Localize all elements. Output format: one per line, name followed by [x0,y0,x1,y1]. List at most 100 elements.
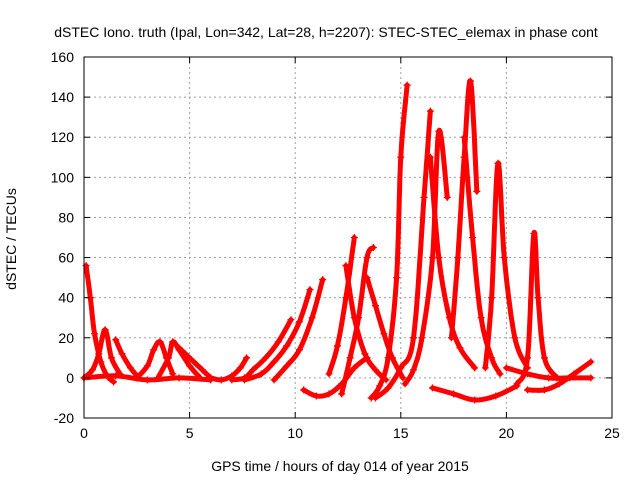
series-24 [513,229,561,388]
axis-ticks: 0 5 10 15 20 25 -20 0 20 40 60 80 100 120 140 160 [51,49,620,441]
data-point [350,234,358,241]
data-point [350,314,358,322]
data-point [91,330,99,338]
plot-area [83,56,613,419]
data-point [312,392,320,400]
data-point [169,338,177,346]
y-tick-label: 80 [58,209,74,225]
data-point [371,366,379,374]
data-point [295,318,303,326]
data-point [186,362,194,370]
data-point [401,380,409,388]
series-line [449,78,480,341]
data-point [545,374,553,382]
data-point [283,362,291,370]
data-point [426,107,434,115]
data-point [249,366,257,374]
data-point [492,392,500,400]
data-point [257,370,265,378]
series-line [326,235,357,377]
data-point [164,354,172,362]
data-point [399,374,407,382]
data-point [376,382,384,390]
data-point [236,364,244,372]
series-21 [460,133,504,378]
data-point [502,364,510,372]
data-point [524,354,532,362]
data-point [403,81,411,89]
series-line [301,355,370,399]
data-point [175,344,183,352]
series-25 [524,358,595,394]
x-tick-label: 10 [287,425,303,441]
data-point [228,376,236,384]
data-point [471,396,479,404]
series-22 [428,382,521,404]
y-tick-label: 160 [51,49,75,65]
x-axis-label: GPS time / hours of day 014 of year 2015 [211,458,469,474]
series-line [402,127,450,387]
series-line [368,82,410,401]
data-point [511,334,519,342]
data-point [371,302,379,310]
data-point [460,133,468,141]
y-axis-label: dSTEC / TECUs [3,188,19,290]
data-point [270,376,278,384]
y-tick-label: 100 [51,169,75,185]
series-17 [371,107,434,402]
data-point [342,262,350,270]
data-point [101,326,109,334]
x-tick-label: 5 [186,425,194,441]
series-line [83,263,117,385]
data-point [241,376,249,384]
data-point [274,338,282,346]
series-line [373,108,433,401]
series-15 [363,274,407,382]
data-point [393,274,401,282]
data-point [325,390,333,398]
series-12 [325,234,358,378]
x-tick-label: 25 [604,425,620,441]
x-tick-label: 15 [393,425,409,441]
data-point [428,384,436,392]
data-point [456,344,464,352]
series-23 [481,159,532,372]
data-point [270,358,278,366]
series-26 [502,364,595,382]
data-point [107,354,115,362]
data-point [477,314,485,322]
data-point [555,380,563,388]
data-point [333,342,341,350]
data-point [496,370,504,378]
data-point [371,394,379,402]
data-point [190,358,198,366]
series-18 [401,127,451,388]
data-point [566,374,574,382]
data-point [426,153,434,161]
y-tick-label: 120 [51,129,75,145]
series-line [514,229,560,387]
y-tick-label: 20 [58,330,74,346]
data-point [409,334,417,342]
data-point [319,276,327,284]
data-point [181,350,189,358]
y-tick-label: 0 [66,370,74,386]
data-point [420,193,428,201]
chart-title: dSTEC Iono. truth (Ipal, Lon=342, Lat=28… [54,24,598,40]
data-point [397,153,405,161]
data-point [338,390,346,398]
data-point [346,354,354,362]
data-point [175,374,183,382]
data-point [524,386,532,394]
data-point [450,390,458,398]
data-point [363,254,371,262]
series-line [242,287,313,383]
data-point [363,274,371,282]
data-point [488,294,496,302]
y-tick-label: 60 [58,250,74,266]
data-point [384,354,392,362]
data-point [143,376,151,384]
data-point [488,354,496,362]
data-point [471,364,479,372]
